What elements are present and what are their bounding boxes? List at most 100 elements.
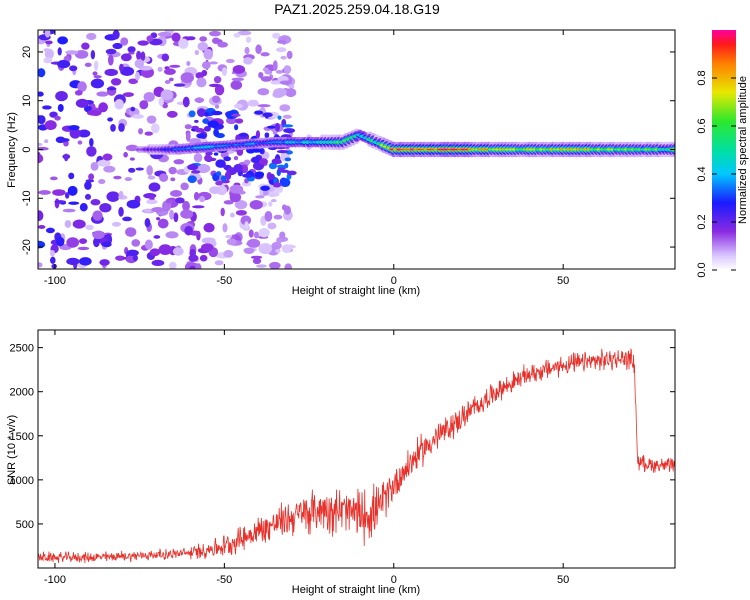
colorbar-tick-label: 0.8 xyxy=(696,70,708,85)
noise-blob xyxy=(258,71,264,79)
noise-blob xyxy=(225,234,232,239)
noise-blob xyxy=(272,32,281,39)
noise-blob xyxy=(185,131,191,142)
scatter-blob xyxy=(194,119,199,123)
noise-blob xyxy=(255,195,265,199)
scatter-blob xyxy=(204,112,210,117)
noise-blob xyxy=(129,157,135,161)
noise-blob xyxy=(111,221,122,227)
x-tick-label: 0 xyxy=(391,275,397,287)
noise-blob xyxy=(178,38,189,49)
noise-blob xyxy=(78,238,88,244)
scatter-blob xyxy=(238,133,249,137)
noise-blob xyxy=(226,117,237,125)
scatter-blob xyxy=(254,171,265,178)
noise-blob xyxy=(62,208,76,213)
noise-blob xyxy=(240,215,252,226)
noise-blob xyxy=(98,102,108,113)
noise-blob xyxy=(229,192,242,203)
noise-blob xyxy=(104,68,118,77)
noise-blob xyxy=(77,140,83,145)
scatter-blob xyxy=(250,156,261,164)
noise-blob xyxy=(199,195,206,203)
noise-blob xyxy=(110,78,122,86)
noise-blob xyxy=(49,250,56,257)
scatter-blob xyxy=(209,157,217,162)
noise-blob xyxy=(45,40,53,45)
noise-blob xyxy=(38,210,44,222)
noise-blob xyxy=(168,77,174,82)
noise-blob xyxy=(136,50,142,61)
y-tick-label: -20 xyxy=(21,239,33,255)
noise-blob xyxy=(132,254,138,262)
scatter-blob xyxy=(242,173,253,178)
noise-blob xyxy=(64,192,70,199)
noise-blob xyxy=(38,153,44,164)
noise-blob xyxy=(194,50,200,56)
scatter-blob xyxy=(259,158,268,165)
noise-blob xyxy=(220,207,225,217)
noise-blob xyxy=(258,243,273,255)
scatter-blob xyxy=(213,128,220,137)
noise-blob xyxy=(144,131,153,136)
noise-blob xyxy=(103,165,116,173)
noise-blob xyxy=(163,68,176,75)
noise-blob xyxy=(276,237,282,244)
spectrogram-marks xyxy=(38,30,675,269)
noise-blob xyxy=(75,98,89,108)
noise-blob xyxy=(151,123,160,134)
noise-blob xyxy=(173,159,185,165)
noise-blob xyxy=(57,36,68,45)
noise-blob xyxy=(138,128,144,135)
scatter-blob xyxy=(268,162,278,170)
noise-blob xyxy=(93,60,99,71)
x-tick-label: 50 xyxy=(557,574,569,586)
noise-blob xyxy=(230,80,243,90)
noise-blob xyxy=(180,72,195,84)
noise-blob xyxy=(280,55,287,60)
colorbar-tick-label: 0.0 xyxy=(696,262,708,277)
noise-blob xyxy=(120,53,132,62)
noise-blob xyxy=(38,115,46,125)
noise-blob xyxy=(69,128,81,139)
noise-blob xyxy=(173,83,186,87)
noise-blob xyxy=(137,40,149,46)
snr-panel: -100 -50 0 50 500 1000 1500 2000 2500 Height of… xyxy=(6,329,676,596)
noise-blob xyxy=(134,59,145,69)
noise-blob xyxy=(241,181,252,187)
noise-blob xyxy=(158,244,172,256)
noise-blob xyxy=(175,197,185,204)
scatter-blob xyxy=(187,175,197,184)
colorbar-ticks: 0.0 0.2 0.4 0.6 0.8 xyxy=(696,70,736,278)
scatter-blob xyxy=(224,171,232,181)
noise-blob xyxy=(126,249,139,257)
noise-blob xyxy=(112,42,123,50)
noise-blob xyxy=(105,48,117,55)
noise-blob xyxy=(66,257,80,266)
noise-blob xyxy=(118,123,125,132)
scatter-blob xyxy=(279,169,290,173)
y-tick-label: 1500 xyxy=(10,431,34,443)
noise-blob xyxy=(194,97,205,103)
scatter-blob xyxy=(276,164,286,168)
noise-blob xyxy=(172,247,184,256)
noise-blob xyxy=(130,106,136,112)
noise-blob xyxy=(182,96,190,108)
noise-blob xyxy=(77,246,90,251)
noise-blob xyxy=(50,256,56,265)
scatter-blob xyxy=(280,178,291,188)
noise-blob xyxy=(267,222,277,230)
noise-blob xyxy=(199,254,208,262)
noise-blob xyxy=(106,191,120,202)
noise-blob xyxy=(233,32,241,38)
noise-blob xyxy=(243,57,253,65)
noise-blob xyxy=(113,175,122,180)
noise-blob xyxy=(57,103,64,112)
noise-blob xyxy=(68,124,80,131)
scatter-blob xyxy=(196,133,207,139)
noise-blob xyxy=(203,48,214,60)
noise-blob xyxy=(171,32,181,43)
noise-blob xyxy=(42,105,52,110)
noise-blob xyxy=(157,31,172,37)
noise-blob xyxy=(147,175,156,180)
